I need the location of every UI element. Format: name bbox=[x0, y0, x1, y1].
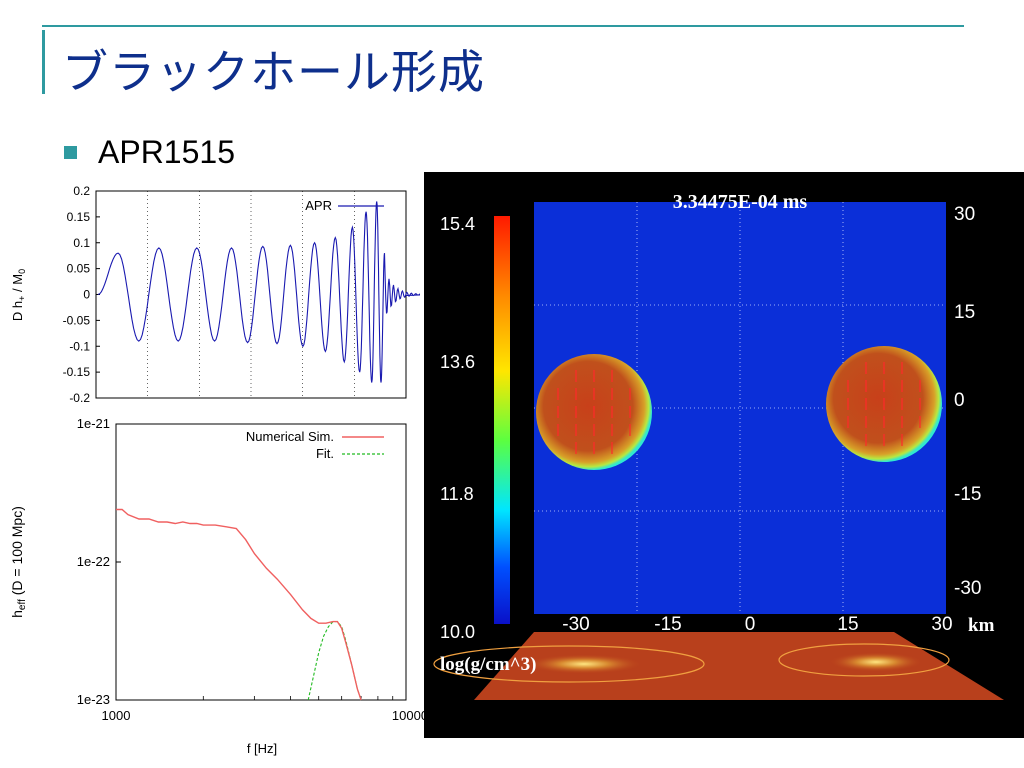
colorbar-tick-label: 13.6 bbox=[440, 352, 475, 372]
simulation-x-tick-label: -15 bbox=[654, 614, 681, 635]
spectrum-x-tick-label: 1000 bbox=[102, 708, 131, 723]
title-accent-bar bbox=[42, 30, 45, 94]
legend-label-fit: Fit. bbox=[316, 446, 334, 461]
legend-label-numerical: Numerical Sim. bbox=[246, 429, 334, 444]
density-simulation-image: 3.34475E-04 ms 15.4 13.6 11.8 10.0 -30 -15 0 1… bbox=[424, 172, 1024, 738]
colorbar-tick-label: 10.0 bbox=[440, 622, 475, 642]
simulation-x-tick-label: 30 bbox=[931, 614, 952, 635]
simulation-x-tick-label: 15 bbox=[837, 614, 858, 635]
density-surface-plot bbox=[474, 632, 1004, 700]
colorbar-tick-label: 15.4 bbox=[440, 214, 475, 234]
simulation-y-tick-label: -30 bbox=[954, 578, 981, 599]
surface-peak-right bbox=[828, 652, 924, 672]
waveform-y-tick-label: 0.2 bbox=[73, 184, 90, 198]
surface-peak-left bbox=[524, 654, 644, 674]
waveform-y-tick-label: -0.05 bbox=[63, 313, 91, 327]
colorbar-unit-label: log(g/cm^3) bbox=[440, 654, 537, 675]
simulation-unit-label: km bbox=[968, 615, 995, 636]
simulation-y-tick-label: 15 bbox=[954, 302, 975, 323]
spectrum-y-tick-label: 1e-23 bbox=[77, 692, 110, 707]
waveform-series-apr-line bbox=[97, 201, 420, 383]
colorbar bbox=[494, 216, 510, 624]
waveform-y-tick-label: 0.1 bbox=[73, 236, 90, 250]
simulation-y-tick-label: 0 bbox=[954, 390, 965, 411]
simulation-y-tick-label: -15 bbox=[954, 484, 981, 505]
surface-contour-right bbox=[778, 643, 950, 677]
waveform-chart: 0.2 0.15 0.1 0.05 0 -0.05 -0.1 -0.15 -0.2 D h+ /… bbox=[10, 184, 420, 405]
colorbar-tick-label: 11.8 bbox=[440, 484, 474, 504]
simulation-x-tick-label: 0 bbox=[745, 614, 756, 635]
waveform-y-tick-label: -0.2 bbox=[69, 391, 90, 405]
waveform-y-tick-label: -0.1 bbox=[69, 339, 90, 353]
spectrum-y-tick-label: 1e-21 bbox=[77, 416, 110, 431]
simulation-x-tick-label: -30 bbox=[562, 614, 589, 635]
spectrum-x-axis-label: f [Hz] bbox=[247, 741, 277, 756]
legend-label-apr: APR bbox=[305, 198, 332, 213]
waveform-y-tick-label: 0.15 bbox=[67, 210, 91, 224]
spectrum-y-tick-label: 1e-22 bbox=[77, 554, 110, 569]
waveform-y-tick-label: -0.15 bbox=[63, 365, 91, 379]
spectrum-series-numerical-line bbox=[116, 508, 362, 701]
spectrum-x-tick-label: 10000 bbox=[392, 708, 428, 723]
waveform-y-tick-label: 0.05 bbox=[67, 262, 91, 276]
waveform-y-tick-label: 0 bbox=[83, 288, 90, 302]
title-rule bbox=[42, 25, 964, 27]
surface-contour-left bbox=[433, 645, 705, 683]
slide-title: ブラックホール形成 bbox=[62, 45, 485, 99]
waveform-plot-frame bbox=[95, 190, 407, 399]
simulation-time-label: 3.34475E-04 ms bbox=[673, 191, 808, 213]
waveform-y-axis-label: D h+ / M0 bbox=[10, 269, 27, 321]
bullet-square-icon bbox=[64, 146, 77, 159]
simulation-y-tick-label: 30 bbox=[954, 204, 975, 225]
bullet-text: APR1515 bbox=[98, 134, 235, 170]
spectrum-y-axis-label: heff (D = 100 Mpc) bbox=[9, 506, 28, 618]
